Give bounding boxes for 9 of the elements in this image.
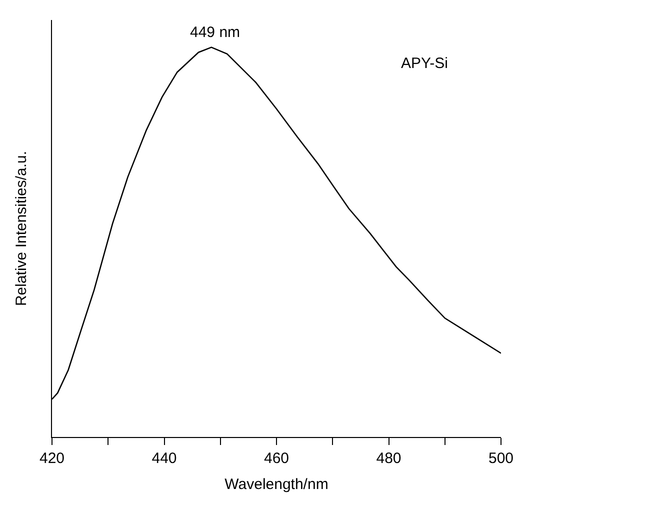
x-tick-label: 460 bbox=[264, 450, 290, 468]
x-axis-title: Wavelength/nm bbox=[224, 476, 328, 494]
x-tick-label: 420 bbox=[39, 450, 65, 468]
annotation: 449 nm bbox=[190, 24, 240, 41]
text: APY-Si bbox=[401, 55, 448, 72]
y-axis-title: Relative Intensities/a.u. bbox=[13, 150, 30, 306]
x-tick-label: 480 bbox=[376, 450, 402, 468]
x-tick-label: 500 bbox=[488, 450, 514, 468]
x-tick-label: 440 bbox=[152, 450, 177, 468]
